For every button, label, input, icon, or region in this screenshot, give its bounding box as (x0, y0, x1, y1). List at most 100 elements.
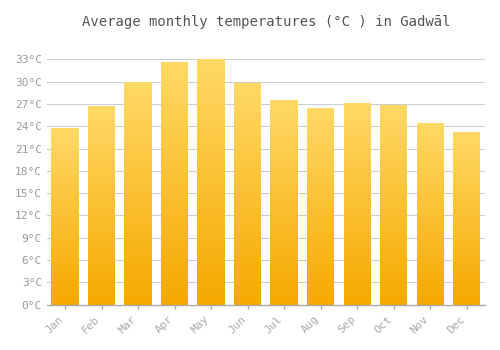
Bar (453, 254, 480, 256)
Bar (453, 258, 480, 260)
Bar (52, 257, 79, 259)
Bar (344, 172, 371, 174)
Bar (307, 204, 334, 206)
Bar (344, 266, 371, 268)
Bar (416, 241, 444, 243)
Bar (88, 227, 116, 229)
Bar (270, 158, 298, 160)
Bar (380, 245, 407, 247)
Bar (52, 294, 79, 296)
Bar (380, 107, 407, 109)
Bar (307, 230, 334, 232)
Bar (198, 300, 225, 302)
Bar (198, 270, 225, 273)
Bar (124, 162, 152, 164)
Bar (52, 287, 79, 289)
Bar (161, 116, 188, 118)
Bar (124, 166, 152, 169)
Bar (416, 163, 444, 164)
Bar (270, 123, 298, 125)
Bar (161, 142, 188, 145)
Bar (161, 140, 188, 142)
Bar (307, 279, 334, 281)
Bar (453, 250, 480, 251)
Bar (344, 141, 371, 144)
Bar (124, 302, 152, 304)
Bar (88, 301, 116, 303)
Bar (270, 188, 298, 190)
Bar (344, 202, 371, 204)
Bar (198, 135, 225, 137)
Bar (453, 277, 480, 279)
Bar (416, 148, 444, 150)
Bar (52, 260, 79, 262)
Bar (234, 127, 262, 130)
Bar (416, 243, 444, 245)
Bar (88, 124, 116, 126)
Bar (307, 150, 334, 152)
Bar (88, 183, 116, 186)
Bar (52, 128, 79, 130)
Bar (161, 288, 188, 290)
Bar (124, 169, 152, 171)
Bar (453, 189, 480, 191)
Bar (453, 217, 480, 218)
Bar (380, 201, 407, 203)
Bar (234, 258, 262, 260)
Bar (344, 302, 371, 304)
Bar (161, 86, 188, 89)
Bar (88, 110, 116, 112)
Bar (198, 256, 225, 258)
Bar (380, 213, 407, 215)
Bar (124, 135, 152, 138)
Bar (270, 176, 298, 178)
Bar (307, 295, 334, 297)
Bar (307, 297, 334, 299)
Bar (344, 254, 371, 256)
Bar (416, 141, 444, 142)
Bar (161, 193, 188, 196)
Bar (234, 271, 262, 274)
Bar (124, 164, 152, 166)
Bar (52, 236, 79, 237)
Bar (124, 213, 152, 216)
Bar (307, 132, 334, 134)
Bar (453, 225, 480, 227)
Bar (344, 113, 371, 115)
Bar (124, 191, 152, 193)
Bar (88, 297, 116, 299)
Bar (416, 203, 444, 204)
Bar (307, 148, 334, 150)
Bar (453, 261, 480, 263)
Bar (234, 85, 262, 88)
Bar (161, 212, 188, 215)
Bar (307, 138, 334, 140)
Bar (88, 257, 116, 259)
Bar (52, 149, 79, 151)
Bar (270, 160, 298, 162)
Bar (198, 127, 225, 130)
Bar (124, 173, 152, 175)
Bar (307, 261, 334, 264)
Bar (344, 296, 371, 299)
Bar (453, 256, 480, 258)
Bar (453, 194, 480, 196)
Bar (307, 224, 334, 226)
Bar (161, 145, 188, 147)
Bar (416, 157, 444, 159)
Bar (270, 302, 298, 304)
Bar (124, 209, 152, 211)
Bar (234, 291, 262, 294)
Bar (416, 286, 444, 288)
Bar (198, 285, 225, 287)
Bar (234, 243, 262, 245)
Bar (124, 244, 152, 247)
Bar (270, 155, 298, 158)
Bar (124, 289, 152, 291)
Bar (234, 296, 262, 298)
Bar (270, 243, 298, 245)
Bar (344, 115, 371, 117)
Bar (52, 274, 79, 276)
Bar (234, 289, 262, 291)
Bar (88, 199, 116, 202)
